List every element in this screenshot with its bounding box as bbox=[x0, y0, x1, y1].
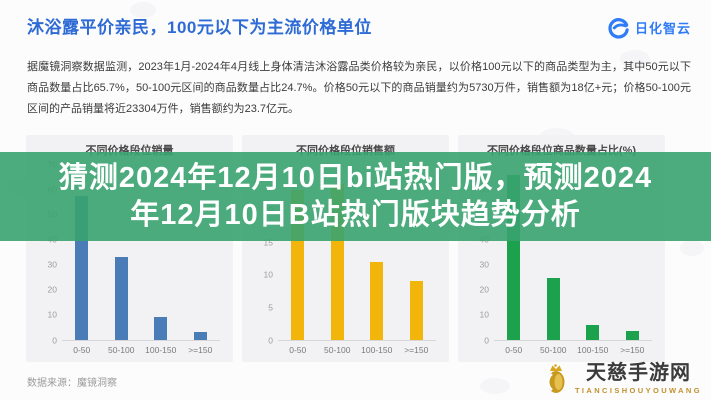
bar-slot: 50-100 bbox=[534, 164, 574, 355]
x-axis-tick-label: >=150 bbox=[188, 345, 213, 355]
intro-paragraph: 据魔镜洞察数据监测，2023年1月-2024年4月线上身体清洁沐浴露品类价格较为… bbox=[27, 61, 691, 115]
watermark-blob bbox=[620, 50, 650, 68]
site-name-block: 天慈手游网 TIANCISHOUYOUWANG bbox=[575, 362, 702, 395]
bar-slot: 100-150 bbox=[573, 164, 613, 355]
bar-100-150 bbox=[154, 317, 168, 340]
bar-slot: >=150 bbox=[181, 164, 221, 355]
data-source-note: 数据来源：魔镜洞察 bbox=[27, 378, 117, 389]
headline-line-2: 年12月10日B站热门版块趋势分析 bbox=[130, 198, 581, 231]
bar->=150 bbox=[409, 281, 423, 340]
bar-100-150 bbox=[586, 325, 600, 340]
brand-logo: 日化智云 bbox=[607, 16, 691, 39]
y-axis-tick-label: 30 bbox=[479, 259, 489, 270]
watermark-blob bbox=[680, 240, 704, 256]
y-axis-tick-label: 10 bbox=[479, 309, 489, 320]
x-axis-tick-label: 100-150 bbox=[361, 345, 393, 355]
y-axis-tick-label: 5 bbox=[268, 302, 273, 313]
y-axis-tick-label: 15 bbox=[263, 236, 273, 247]
x-axis-tick-label: 0-50 bbox=[73, 345, 91, 355]
x-axis-tick-label: 0-50 bbox=[289, 345, 307, 355]
bar->=150 bbox=[193, 332, 207, 340]
bar-100-150 bbox=[370, 261, 384, 340]
x-axis-tick-label: 50-100 bbox=[108, 345, 135, 355]
bar->=150 bbox=[625, 330, 639, 340]
y-axis-tick-label: 20 bbox=[47, 284, 57, 295]
watermark-blob bbox=[480, 378, 510, 394]
x-axis-tick-label: 50-100 bbox=[324, 345, 351, 355]
watermark-blob bbox=[130, 2, 156, 18]
bar-slot: 100-150 bbox=[357, 164, 397, 355]
bar-slot: >=150 bbox=[613, 164, 653, 355]
headline-overlay: 猜测2024年12月10日bi站热门版，预测2024 年12月10日B站热门版块… bbox=[0, 152, 711, 241]
y-axis-tick-label: 0 bbox=[52, 334, 57, 345]
site-name-en: TIANCISHOUYOUWANG bbox=[574, 386, 702, 395]
y-axis-tick-label: 0 bbox=[484, 334, 489, 345]
bar-slot: >=150 bbox=[397, 164, 437, 355]
bar-50-100 bbox=[546, 277, 560, 340]
site-logo: 天慈手游网 TIANCISHOUYOUWANG bbox=[543, 362, 702, 395]
headline-line-1: 猜测2024年12月10日bi站热门版，预测2024 bbox=[58, 161, 653, 194]
y-axis-tick-label: 20 bbox=[479, 284, 489, 295]
y-axis-tick-label: 30 bbox=[47, 259, 57, 270]
x-axis-tick-label: >=150 bbox=[404, 345, 429, 355]
pomegranate-crown-icon bbox=[543, 363, 569, 395]
header: 沐浴露平价亲民，100元以下为主流价格单位 日化智云 bbox=[27, 13, 697, 39]
bar-50-100 bbox=[114, 257, 128, 340]
x-axis-tick-label: 0-50 bbox=[505, 345, 523, 355]
brand-swoosh-icon bbox=[607, 16, 630, 39]
x-axis-tick-label: >=150 bbox=[620, 345, 645, 355]
x-axis-tick-label: 50-100 bbox=[540, 345, 567, 355]
y-axis-tick-label: 10 bbox=[263, 269, 273, 280]
bar-slot: 100-150 bbox=[141, 164, 181, 355]
brand-name: 日化智云 bbox=[634, 21, 691, 36]
y-axis-tick-label: 10 bbox=[47, 309, 57, 320]
x-axis-tick-label: 100-150 bbox=[145, 345, 177, 355]
bar-slot: 50-100 bbox=[102, 164, 142, 355]
x-axis-tick-label: 100-150 bbox=[577, 345, 609, 355]
site-name: 天慈手游网 bbox=[585, 362, 691, 384]
y-axis-tick-label: 0 bbox=[268, 334, 273, 345]
page-title: 沐浴露平价亲民，100元以下为主流价格单位 bbox=[27, 18, 372, 37]
